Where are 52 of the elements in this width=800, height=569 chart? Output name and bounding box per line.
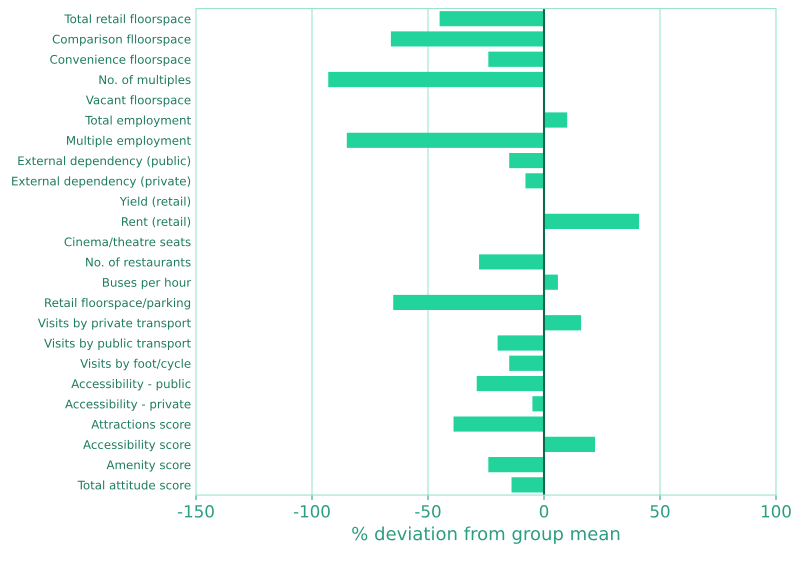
y-tick-label: Total employment — [85, 116, 191, 127]
y-tick-label: Attractions score — [91, 420, 191, 429]
y-tick-label: Vacant floorspace — [86, 95, 191, 107]
y-tick-label: Comparison flloorspace — [52, 34, 191, 46]
x-tick-label: 100 — [762, 505, 791, 518]
x-tick-label: -50 — [415, 505, 441, 518]
bar — [498, 335, 544, 351]
bar — [509, 356, 544, 371]
x-tick-label: 50 — [650, 505, 670, 518]
bar — [544, 214, 640, 229]
y-tick-label: Accessibility - public — [71, 379, 190, 390]
bar — [488, 457, 544, 472]
bar — [476, 376, 544, 392]
x-tick-label: -100 — [294, 505, 330, 518]
x-tick-label: 0 — [540, 505, 548, 518]
y-tick-label: External dependency (private) — [12, 176, 190, 188]
bar — [393, 294, 544, 310]
y-tick-label: Amenity score — [106, 460, 191, 472]
bar — [544, 315, 582, 330]
y-tick-label: Retail floorspace/parking — [45, 298, 190, 310]
bar — [544, 112, 568, 128]
bar — [328, 72, 544, 88]
bar — [512, 477, 544, 492]
y-tick-label: No. of restaurants — [86, 257, 191, 267]
bar — [454, 416, 544, 432]
bar — [509, 152, 544, 168]
bar — [532, 396, 544, 412]
y-tick-label: Accessibility - private — [65, 399, 191, 411]
x-axis-title: % deviation from group mean — [352, 526, 620, 544]
y-tick-label: External dependency (public) — [18, 156, 190, 168]
y-tick-label: Visits by private transport — [38, 318, 191, 330]
y-tick-label: Visits by foot/cycle — [80, 358, 191, 370]
bar — [544, 274, 558, 290]
y-tick-label: No. of multiples — [99, 74, 191, 86]
y-tick-label: Cinema/theatre seats — [64, 237, 191, 248]
y-tick-label: Total attitude score — [78, 480, 191, 490]
bar — [479, 254, 544, 270]
y-tick-label: Multiple employment — [67, 136, 191, 148]
bar — [544, 436, 596, 452]
bar — [346, 132, 544, 148]
bar — [488, 52, 544, 67]
y-tick-label: Buses per hour — [102, 278, 192, 290]
x-tick-label: -150 — [178, 505, 214, 518]
y-tick-label: Visits by public transport — [44, 338, 191, 350]
bar — [390, 31, 544, 47]
y-tick-label: Rent (retail) — [122, 216, 190, 228]
bar — [525, 173, 544, 188]
bar — [440, 11, 544, 26]
y-tick-label: Accessibility score — [83, 440, 191, 452]
y-tick-label: Total retail floorspace — [64, 14, 191, 26]
y-tick-label: Yield (retail) — [120, 196, 190, 208]
y-tick-label: Convenience floorspace — [50, 54, 191, 66]
